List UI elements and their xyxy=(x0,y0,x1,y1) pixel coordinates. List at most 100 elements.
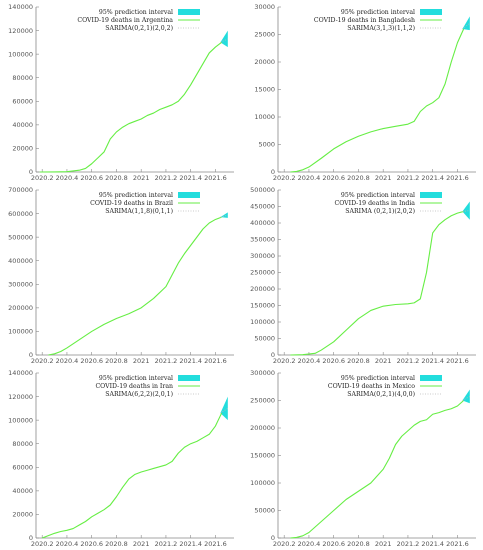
y-tick-label: 50000 xyxy=(254,335,275,343)
y-tick-label: 80000 xyxy=(12,440,33,448)
x-tick-label: 2020.2 xyxy=(31,540,54,548)
x-tick-label: 2020.8 xyxy=(347,174,370,182)
prediction-interval-band xyxy=(462,389,470,404)
y-tick-label: 450000 xyxy=(250,203,275,211)
legend-label: COVID-19 deaths in Brazil xyxy=(90,200,173,207)
x-tick-label: 2020.8 xyxy=(347,357,370,365)
deaths-series-line xyxy=(39,41,222,173)
x-tick-label: 2020.6 xyxy=(80,357,103,365)
y-tick-label: 0 xyxy=(29,351,33,359)
y-tick-label: 200000 xyxy=(250,285,275,293)
legend-swatch-interval xyxy=(178,192,200,198)
legend-label: SARIMA(0,2,1)(2,0,2) xyxy=(105,25,173,32)
legend-label: 95% prediction interval xyxy=(99,9,173,16)
legend-swatch-interval xyxy=(420,375,442,381)
x-tick-label: 2021.4 xyxy=(421,540,444,548)
y-tick-label: 0 xyxy=(271,534,275,542)
y-tick-label: 100000 xyxy=(8,416,33,424)
x-tick-label: 2020.6 xyxy=(322,357,345,365)
x-tick-label: 2020.6 xyxy=(322,540,345,548)
prediction-interval-band xyxy=(462,201,470,220)
legend-label: COVID-19 deaths in Bangladesh xyxy=(314,17,415,24)
x-tick-label: 2021.4 xyxy=(421,357,444,365)
legend-label: 95% prediction interval xyxy=(341,9,415,16)
chart-india: 0 50000 100000 150000 200000 250000 300000 3500… xyxy=(242,183,483,366)
sarima-forecast-line xyxy=(462,22,471,30)
y-tick-label: 300000 xyxy=(8,280,33,288)
y-tick-label: 30000 xyxy=(254,3,275,11)
legend-label: 95% prediction interval xyxy=(99,375,173,382)
chart-iran: 0 20000 40000 60000 80000 100000 120000 140000 2… xyxy=(0,366,241,549)
legend-swatch-interval xyxy=(178,9,200,15)
x-tick-label: 2020.2 xyxy=(31,357,54,365)
x-tick-label: 2021 xyxy=(375,357,392,365)
x-tick-label: 2020.2 xyxy=(273,174,296,182)
chart-svg: 0 20000 40000 60000 80000 100000 120000 140000 2… xyxy=(8,3,234,182)
y-tick-label: 400000 xyxy=(250,219,275,227)
deaths-series-line xyxy=(48,216,222,356)
y-tick-label: 200000 xyxy=(8,304,33,312)
y-tick-label: 0 xyxy=(271,351,275,359)
y-tick-label: 150000 xyxy=(250,302,275,310)
x-tick-label: 2021.2 xyxy=(155,174,178,182)
x-tick-label: 2021.4 xyxy=(179,540,202,548)
y-tick-label: 25000 xyxy=(254,31,275,39)
x-tick-label: 2021 xyxy=(133,357,150,365)
x-tick-label: 2020.6 xyxy=(80,540,103,548)
y-tick-label: 40000 xyxy=(12,121,33,129)
y-tick-label: 140000 xyxy=(8,369,33,377)
y-tick-label: 20000 xyxy=(12,145,33,153)
y-tick-label: 15000 xyxy=(254,86,275,94)
legend-swatch-interval xyxy=(178,375,200,381)
chart-svg: 0 100000 200000 300000 400000 500000 600000 700… xyxy=(8,186,234,365)
y-tick-label: 60000 xyxy=(12,463,33,471)
y-tick-label: 350000 xyxy=(250,236,275,244)
legend-swatch-interval xyxy=(420,192,442,198)
x-tick-label: 2021.2 xyxy=(155,540,178,548)
chart-bangladesh: 0 5000 10000 15000 20000 25000 30000 2020.2 2020… xyxy=(242,0,483,183)
y-tick-label: 150000 xyxy=(250,452,275,460)
chart-brazil: 0 100000 200000 300000 400000 500000 600000 700… xyxy=(0,183,241,366)
y-tick-label: 80000 xyxy=(12,74,33,82)
x-tick-label: 2020.2 xyxy=(273,357,296,365)
y-tick-label: 60000 xyxy=(12,97,33,105)
x-tick-label: 2021 xyxy=(375,540,392,548)
x-tick-label: 2021.6 xyxy=(204,357,227,365)
x-tick-label: 2021 xyxy=(133,174,150,182)
chart-mexico: 0 50000 100000 150000 200000 250000 300000 2020… xyxy=(242,366,483,549)
chart-svg: 0 50000 100000 150000 200000 250000 300000 3500… xyxy=(250,186,476,365)
x-tick-label: 2021.6 xyxy=(446,357,469,365)
y-tick-label: 20000 xyxy=(254,58,275,66)
y-tick-label: 0 xyxy=(271,168,275,176)
legend-label: 95% prediction interval xyxy=(99,192,173,199)
legend-label: SARIMA(6,2,2)(2,0,1) xyxy=(105,391,173,398)
x-tick-label: 2020.4 xyxy=(298,540,321,548)
legend-label: COVID-19 deaths in Iran xyxy=(95,383,173,390)
x-tick-label: 2021.4 xyxy=(179,357,202,365)
deaths-series-line xyxy=(290,28,465,173)
prediction-interval-band xyxy=(220,30,228,48)
y-tick-label: 500000 xyxy=(250,186,275,194)
x-tick-label: 2020.4 xyxy=(298,174,321,182)
y-tick-label: 0 xyxy=(29,534,33,542)
x-tick-label: 2021.6 xyxy=(446,540,469,548)
y-tick-label: 50000 xyxy=(254,507,275,515)
x-tick-label: 2020.6 xyxy=(322,174,345,182)
y-tick-label: 250000 xyxy=(250,269,275,277)
legend-label: SARIMA(1,1,8)(0,1,1) xyxy=(105,208,173,215)
x-tick-label: 2021 xyxy=(133,540,150,548)
y-tick-label: 200000 xyxy=(250,424,275,432)
legend-label: COVID-19 deaths in Mexico xyxy=(328,383,415,390)
y-tick-label: 250000 xyxy=(250,397,275,405)
y-tick-label: 300000 xyxy=(250,369,275,377)
legend-label: 95% prediction interval xyxy=(341,375,415,382)
x-tick-label: 2020.4 xyxy=(56,540,79,548)
y-tick-label: 120000 xyxy=(8,393,33,401)
x-tick-label: 2020.8 xyxy=(105,174,128,182)
legend-label: SARIMA(3,1,3)(1,1,2) xyxy=(347,25,415,32)
x-tick-label: 2020.2 xyxy=(273,540,296,548)
prediction-interval-band xyxy=(462,16,470,31)
x-tick-label: 2020.8 xyxy=(347,540,370,548)
y-tick-label: 400000 xyxy=(8,257,33,265)
y-tick-label: 600000 xyxy=(8,210,33,218)
